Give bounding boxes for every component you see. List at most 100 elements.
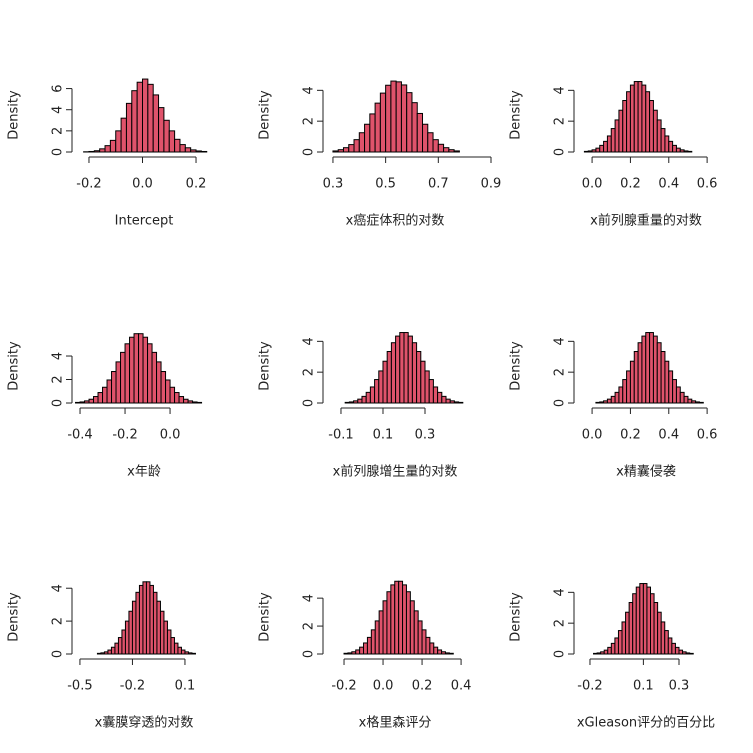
bar xyxy=(617,630,623,655)
bar xyxy=(600,651,605,655)
y-tick-label: 2 xyxy=(553,117,568,125)
x-tick-label: 0.9 xyxy=(481,177,502,192)
y-tick-label: 0 xyxy=(553,650,568,658)
bar xyxy=(374,379,380,404)
bar xyxy=(671,642,676,655)
bar xyxy=(416,351,422,404)
bar xyxy=(449,400,455,404)
bar xyxy=(448,149,455,153)
bar xyxy=(170,637,175,655)
bar xyxy=(196,401,203,404)
bar xyxy=(344,401,350,404)
y-tick-label: 2 xyxy=(51,617,66,625)
x-tick-label: 0.0 xyxy=(582,428,603,443)
bar xyxy=(348,401,355,404)
bar xyxy=(379,92,387,153)
bar xyxy=(111,371,117,404)
x-tick-label: 0.3 xyxy=(669,679,690,694)
bar xyxy=(378,610,384,655)
bar xyxy=(650,593,655,655)
bar xyxy=(407,335,413,404)
bar xyxy=(413,610,419,655)
bar xyxy=(107,649,112,655)
x-axis-label: x格里森评分 xyxy=(359,715,432,731)
bar xyxy=(599,144,605,153)
bar xyxy=(607,646,612,655)
x-tick-label: 0.5 xyxy=(375,177,396,192)
bar xyxy=(453,401,460,404)
bar xyxy=(596,652,602,655)
bar xyxy=(691,400,697,404)
bar xyxy=(674,646,680,655)
y-tick-label: 0 xyxy=(553,148,568,156)
y-tick-label: 4 xyxy=(553,86,568,94)
bar xyxy=(441,395,447,404)
x-axis-label: x癌症体积的对数 xyxy=(346,213,445,229)
bar xyxy=(656,342,662,404)
x-axis-label: x囊膜穿透的对数 xyxy=(95,715,194,731)
bar xyxy=(390,342,397,404)
y-tick-label: 0 xyxy=(51,650,66,658)
bar xyxy=(358,132,366,153)
y-tick-label: 4 xyxy=(302,337,317,345)
bar xyxy=(173,642,179,655)
bar xyxy=(385,84,392,153)
y-axis-label: Density xyxy=(509,592,524,642)
bar xyxy=(184,651,189,655)
x-tick-label: 0.2 xyxy=(620,177,641,192)
x-tick-label: 0.0 xyxy=(132,177,153,192)
bar xyxy=(109,139,117,153)
bar xyxy=(382,600,388,655)
bar xyxy=(138,584,144,655)
x-tick-label: 0.1 xyxy=(633,679,654,694)
bar xyxy=(625,611,630,655)
bar xyxy=(110,646,116,655)
bar xyxy=(163,119,170,153)
bar xyxy=(147,343,153,404)
bar xyxy=(421,629,427,655)
bar xyxy=(649,332,654,404)
bar xyxy=(124,343,131,404)
bar xyxy=(618,109,624,153)
bar xyxy=(635,586,641,655)
x-tick-label: -0.2 xyxy=(76,177,101,192)
bar xyxy=(428,379,434,404)
y-tick-label: 4 xyxy=(553,337,568,345)
bar xyxy=(106,379,113,404)
bar xyxy=(687,398,693,404)
bar xyxy=(88,398,95,404)
bar xyxy=(342,147,350,153)
bar xyxy=(683,395,689,404)
bar xyxy=(629,84,635,153)
y-tick-label: 6 xyxy=(51,84,66,92)
bar xyxy=(409,600,415,655)
bar xyxy=(622,100,628,153)
bar xyxy=(626,370,631,404)
y-axis-label: Density xyxy=(258,592,273,642)
histogram-panel: -0.4 -0.2 0.0 0 2 4 Density x年龄 xyxy=(7,333,203,480)
bar xyxy=(591,149,597,153)
x-axis-label: Intercept xyxy=(115,214,174,229)
bar xyxy=(115,361,122,404)
bar xyxy=(390,584,396,655)
histogram-panel: 0.0 0.2 0.4 0.6 0 2 4 Density x精囊侵袭 xyxy=(509,332,717,480)
bar xyxy=(687,150,693,153)
bar xyxy=(390,80,397,153)
bar xyxy=(129,336,135,404)
bar xyxy=(168,130,176,153)
bar xyxy=(102,386,108,404)
bar xyxy=(437,391,443,404)
histogram-panel: -0.1 0.1 0.3 0 2 4 Density x前列腺增生量的对数 xyxy=(258,332,464,480)
bar xyxy=(152,591,158,655)
x-tick-label: 0.0 xyxy=(582,177,603,192)
bar xyxy=(645,332,651,404)
bar xyxy=(595,401,601,404)
bar xyxy=(652,335,658,404)
bar xyxy=(632,593,637,655)
bar xyxy=(403,332,409,404)
y-tick-label: 2 xyxy=(302,368,317,376)
bar xyxy=(187,652,193,655)
bar xyxy=(398,580,404,655)
histogram-panel: 0.0 0.2 0.4 0.6 0 2 4 Density x前列腺重量的对数 xyxy=(509,81,717,229)
bar xyxy=(675,147,681,153)
